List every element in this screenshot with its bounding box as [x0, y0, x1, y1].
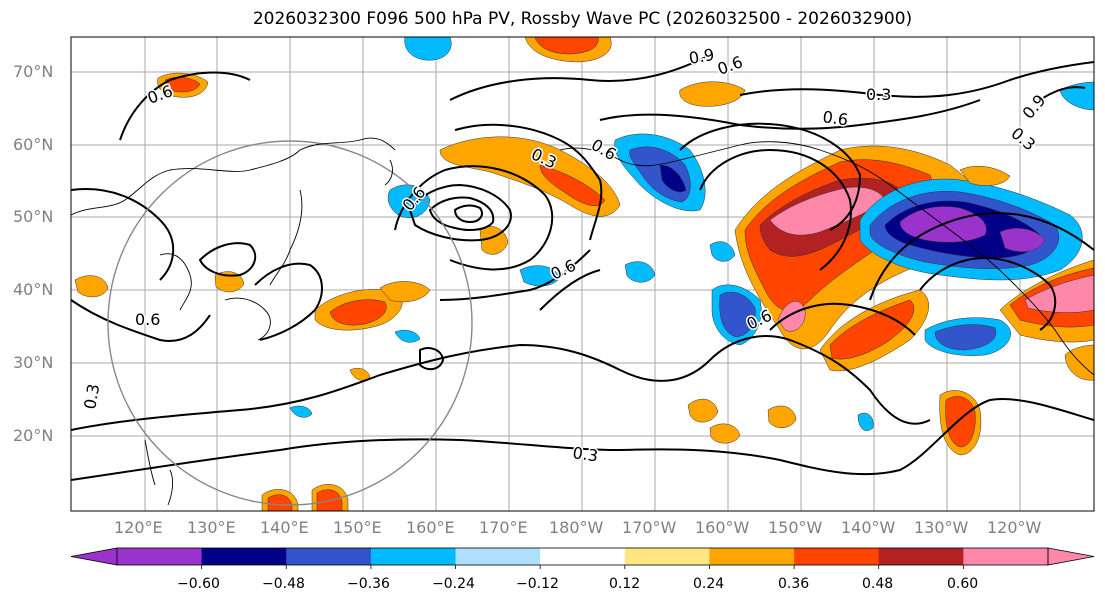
- colorbar-extend-right: [1047, 547, 1095, 566]
- colorbar-tick-label: −0.48: [262, 576, 305, 592]
- lon-label-180w: 180°W: [549, 518, 604, 537]
- pv-shading: [74, 37, 1094, 511]
- colorbar-tick-label: −0.12: [516, 576, 559, 592]
- graticule: [71, 37, 1094, 511]
- lon-label-120w: 120°W: [987, 518, 1042, 537]
- lon-label-120e: 120°E: [114, 518, 163, 537]
- shade-lightblue-s4: [709, 241, 736, 262]
- colorbar-tick-label: 0.24: [693, 576, 725, 592]
- lon-label-170w: 170°W: [622, 518, 677, 537]
- shade-lightblue-kam: [387, 184, 431, 218]
- shade-orange-s1: [687, 398, 719, 423]
- lon-label-170e: 170°E: [479, 518, 528, 537]
- colorbar-swatch: [370, 548, 457, 565]
- colorbar-extend-left: [70, 547, 118, 566]
- shade-lightblue-bot: [289, 405, 313, 418]
- lon-label-140e: 140°E: [260, 518, 309, 537]
- colorbar-swatch: [117, 548, 203, 565]
- shade-pink-east: [1024, 274, 1094, 313]
- colorbar-tick-label: −0.24: [432, 576, 475, 592]
- shade-orange-ne2: [959, 165, 1011, 186]
- shade-navy-c: [659, 164, 687, 193]
- lat-label-70: 70°N: [13, 62, 54, 81]
- map-title: 2026032300 F096 500 hPa PV, Rossby Wave …: [252, 9, 913, 29]
- lon-label-150e: 150°E: [333, 518, 382, 537]
- colorbar-tick-label: −0.36: [347, 576, 390, 592]
- colorbar-tick-label: 0.12: [609, 576, 641, 592]
- shade-red-top: [534, 37, 599, 55]
- shade-purple-ne2: [999, 228, 1046, 252]
- shade-blue-s: [719, 291, 756, 338]
- lon-label-140w: 140°W: [841, 518, 896, 537]
- contour-label: 0.6: [821, 107, 849, 129]
- shade-pink-small: [777, 301, 806, 332]
- shade-orange-s2: [709, 423, 741, 444]
- colorbar-tick-label: 0.36: [778, 576, 810, 592]
- shade-lightblue-bot3: [857, 412, 874, 431]
- lat-label-40: 40°N: [13, 280, 54, 299]
- shade-red-s4: [945, 396, 976, 448]
- colorbar-swatch: [286, 548, 372, 565]
- shade-lightblue-top2: [1059, 81, 1094, 111]
- shade-red-lower: [829, 299, 915, 360]
- lat-label-50: 50°N: [13, 207, 54, 226]
- lat-label-60: 60°N: [13, 135, 54, 154]
- shade-lightblue-s3: [624, 261, 656, 283]
- lon-label-160w: 160°W: [695, 518, 750, 537]
- shade-lightblue-top: [404, 37, 452, 61]
- shade-orange-top2: [679, 81, 746, 107]
- shade-orange-s3: [767, 405, 797, 428]
- shade-orange-bot3: [349, 368, 371, 381]
- contour-label: 0.6: [135, 310, 160, 329]
- colorbar-swatch: [794, 548, 880, 565]
- colorbar-outline: [116, 547, 1049, 566]
- shade-orange-c2: [379, 281, 431, 303]
- coastlines: [71, 137, 1094, 506]
- lon-label-130e: 130°E: [187, 518, 236, 537]
- contour-label: 0.3: [866, 85, 891, 104]
- shade-blue-se: [934, 324, 997, 351]
- lon-label-160e: 160°E: [406, 518, 455, 537]
- influence-circle: [107, 140, 473, 506]
- shade-orange-west: [74, 275, 109, 298]
- colorbar-swatch: [455, 548, 541, 565]
- lat-label-20: 20°N: [13, 426, 54, 445]
- lon-label-130w: 130°W: [914, 518, 969, 537]
- shade-lightblue-bot2: [394, 330, 421, 343]
- colorbar-swatch: [963, 548, 1049, 565]
- colorbar-tick-label: −0.60: [177, 576, 220, 592]
- shade-red-bottom1: [267, 494, 293, 511]
- colorbar-swatch: [624, 548, 710, 565]
- colorbar-tick-label: 0.60: [947, 576, 979, 592]
- shade-red-nw: [539, 164, 606, 207]
- lat-label-30: 30°N: [13, 353, 54, 372]
- pv-contours: [71, 54, 1094, 481]
- colorbar-swatch: [201, 548, 287, 565]
- lon-label-150w: 150°W: [768, 518, 823, 537]
- contour-label: 0.3: [571, 443, 599, 465]
- colorbar: [70, 547, 1095, 569]
- shade-orange-jp: [214, 271, 245, 293]
- shade-red-c1: [329, 299, 387, 326]
- colorbar-tick-label: 0.48: [862, 576, 894, 592]
- colorbar-swatch: [878, 548, 964, 565]
- colorbar-swatch: [540, 548, 626, 565]
- colorbar-swatch: [709, 548, 795, 565]
